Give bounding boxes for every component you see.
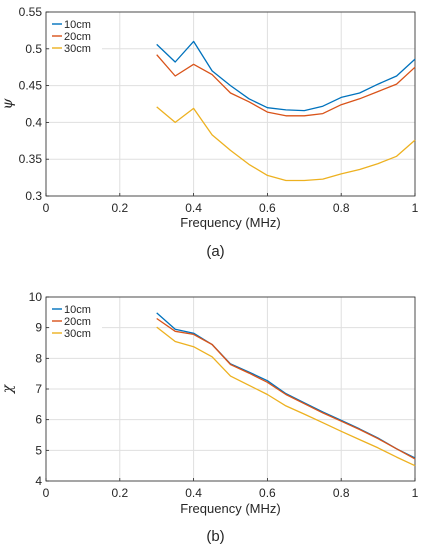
y-tick-label: 8 xyxy=(35,351,42,365)
y-tick-label: 9 xyxy=(35,321,42,335)
y-tick-label: 0.35 xyxy=(19,152,43,166)
y-axis-label: χ xyxy=(0,383,16,394)
x-tick-label: 0.4 xyxy=(185,486,202,500)
axes-box xyxy=(45,296,416,482)
x-tick-label: 1 xyxy=(412,201,419,215)
y-tick-label: 10 xyxy=(29,290,43,304)
panel-label: (b) xyxy=(206,528,224,545)
y-axis-label: ψ xyxy=(0,97,16,109)
x-tick-label: 0.8 xyxy=(333,201,350,215)
plot-area xyxy=(46,12,415,196)
series-line-30cm xyxy=(156,106,416,182)
legend-label-10cm: 10cm xyxy=(64,19,91,31)
series-line-20cm xyxy=(156,317,416,460)
legend-label-20cm: 20cm xyxy=(64,316,91,328)
x-tick-label: 0.6 xyxy=(259,486,276,500)
y-tick-label: 0.3 xyxy=(25,189,42,203)
y-tick-label: 7 xyxy=(35,382,42,396)
x-tick-label: 1 xyxy=(412,486,419,500)
x-tick-label: 0.6 xyxy=(259,201,276,215)
series-line-10cm xyxy=(156,40,416,112)
panel-label: (a) xyxy=(206,243,224,260)
x-tick-label: 0.4 xyxy=(185,201,202,215)
x-axis-label: Frequency (MHz) xyxy=(180,501,280,516)
y-tick-label: 0.45 xyxy=(19,79,43,93)
x-tick-label: 0.2 xyxy=(111,486,128,500)
legend-label-30cm: 30cm xyxy=(64,328,91,340)
axes-box xyxy=(45,11,416,197)
chart-panel-1: 0 0.2 0.4 0.6 0.8 1 0.3 0.35 0.4 0.45 0.5 0.55 10cm2… xyxy=(0,5,419,260)
legend-label-20cm: 20cm xyxy=(64,31,91,43)
x-axis-label: Frequency (MHz) xyxy=(180,215,280,230)
y-tick-label: 4 xyxy=(35,474,42,488)
y-tick-label: 6 xyxy=(35,413,42,427)
series-line-30cm xyxy=(156,326,416,467)
y-tick-label: 0.4 xyxy=(25,115,42,129)
x-tick-label: 0 xyxy=(43,486,50,500)
y-tick-label: 5 xyxy=(35,443,42,457)
x-tick-label: 0.8 xyxy=(333,486,350,500)
x-tick-label: 0 xyxy=(43,201,50,215)
legend-label-10cm: 10cm xyxy=(64,304,91,316)
x-tick-label: 0.2 xyxy=(111,201,128,215)
legend-label-30cm: 30cm xyxy=(64,43,91,55)
y-tick-label: 0.5 xyxy=(25,42,42,56)
series-line-20cm xyxy=(156,54,416,117)
y-tick-label: 0.55 xyxy=(19,5,43,19)
